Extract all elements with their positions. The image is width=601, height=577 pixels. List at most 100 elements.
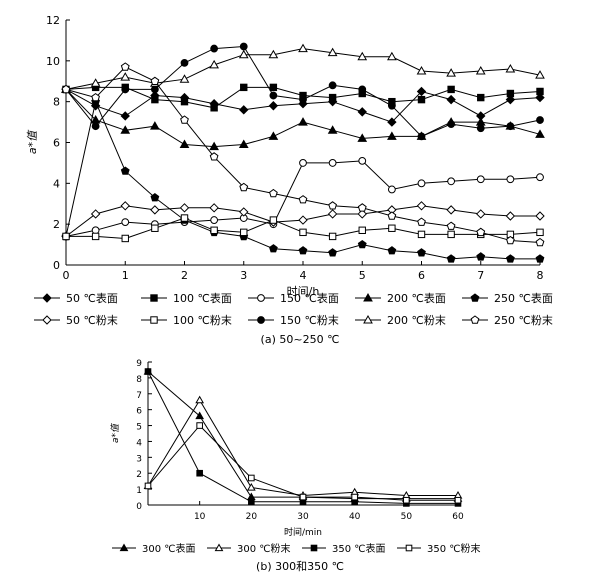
data-point (269, 188, 278, 198)
data-point (196, 469, 203, 477)
data-point (476, 175, 485, 184)
legend-item-150c-surface: 150 ℃表面 (248, 291, 339, 305)
data-point (328, 248, 337, 257)
legend-item-50c-powder: 50 ℃粉末 (34, 313, 118, 327)
data-point (403, 496, 410, 504)
x-tick-label: 7 (477, 269, 484, 282)
data-point (476, 124, 485, 133)
data-point (239, 207, 249, 217)
data-point (210, 216, 219, 224)
data-point (535, 92, 545, 103)
data-point (357, 209, 367, 219)
data-point (150, 121, 160, 130)
y-tick-label: 7 (136, 391, 142, 401)
y-tick-label: 3 (136, 454, 142, 464)
data-point (417, 132, 426, 141)
data-point (239, 42, 248, 51)
data-point (535, 254, 545, 263)
data-point (536, 87, 544, 96)
data-point (447, 177, 456, 186)
y-tick-label: 8 (53, 96, 60, 109)
series-300c-powder (143, 395, 463, 499)
data-point (447, 230, 455, 239)
data-point (144, 368, 152, 375)
data-point (416, 86, 427, 97)
data-point (239, 105, 249, 115)
data-point (505, 94, 516, 105)
data-point (417, 248, 426, 257)
series-line (147, 371, 458, 500)
x-tick-label: 8 (537, 269, 544, 282)
series-100c-surface (62, 83, 544, 112)
data-point (536, 173, 544, 182)
data-point (179, 74, 190, 83)
y-tick-label: 0 (136, 502, 142, 512)
y-tick-label: 0 (53, 259, 60, 272)
data-point (150, 76, 160, 85)
data-point (506, 122, 515, 131)
data-point (416, 66, 427, 75)
data-point (209, 152, 219, 161)
data-point (210, 44, 219, 53)
data-point (477, 93, 485, 102)
data-point (298, 215, 308, 225)
legend-label: 350 ℃粉末 (427, 542, 481, 555)
data-point (269, 216, 278, 224)
legend-item-250c-surface: 250 ℃表面 (462, 291, 553, 305)
data-point (417, 217, 426, 226)
data-point (328, 81, 337, 90)
x-tick-label: 1 (122, 269, 129, 282)
data-point (446, 221, 456, 230)
data-point (505, 211, 516, 221)
x-tick-label: 0 (63, 269, 70, 282)
legend-label: 250 ℃粉末 (494, 313, 553, 327)
legend-item-150c-powder: 150 ℃粉末 (248, 313, 339, 327)
data-point (268, 49, 279, 59)
data-point (387, 211, 397, 220)
data-point (299, 228, 307, 237)
y-tick-label: 2 (136, 470, 142, 480)
x-tick-label: 20 (246, 512, 258, 522)
legend-marker (363, 292, 373, 302)
data-point (179, 203, 190, 213)
y-tick-label: 4 (136, 438, 142, 448)
data-point (90, 78, 101, 87)
data-point (269, 83, 278, 92)
data-point (298, 117, 308, 126)
data-point (299, 95, 307, 104)
legend-b: 300 ℃表面 300 ℃粉末 350 ℃表面 350 ℃粉末 (112, 542, 481, 555)
data-point (246, 483, 256, 491)
x-tick-label: 30 (297, 512, 309, 522)
data-point (210, 104, 218, 112)
data-point (120, 125, 131, 134)
data-point (447, 120, 456, 129)
data-point (299, 159, 307, 167)
data-point (536, 228, 544, 237)
data-point (90, 209, 101, 219)
data-point (506, 175, 515, 184)
data-point (195, 395, 205, 404)
x-tick-label: 2 (181, 269, 188, 282)
x-tick-label: 5 (359, 269, 366, 282)
series-line (147, 371, 458, 504)
data-point (357, 203, 367, 212)
data-point (357, 107, 367, 117)
legend-a: 50 ℃表面 100 ℃表面 150 ℃表面 200 ℃表面 250 ℃表面 50 ℃粉末… (34, 291, 553, 327)
data-point (358, 156, 367, 165)
y-tick-label: 6 (53, 137, 60, 150)
y-tick-label: 10 (46, 55, 60, 68)
legend-item-250c-powder: 250 ℃粉末 (462, 313, 553, 327)
data-point (388, 224, 396, 232)
legend-item-200c-surface: 200 ℃表面 (355, 291, 446, 305)
x-tick-label: 4 (300, 269, 307, 282)
data-point (240, 228, 248, 237)
data-point (180, 115, 189, 124)
data-point (210, 226, 218, 234)
x-tick-label: 6 (418, 269, 425, 282)
data-point (120, 201, 130, 211)
data-point (299, 493, 307, 501)
data-point (454, 496, 462, 504)
data-point (446, 205, 456, 215)
data-point (505, 63, 516, 73)
y-tick-label: 5 (136, 423, 142, 433)
